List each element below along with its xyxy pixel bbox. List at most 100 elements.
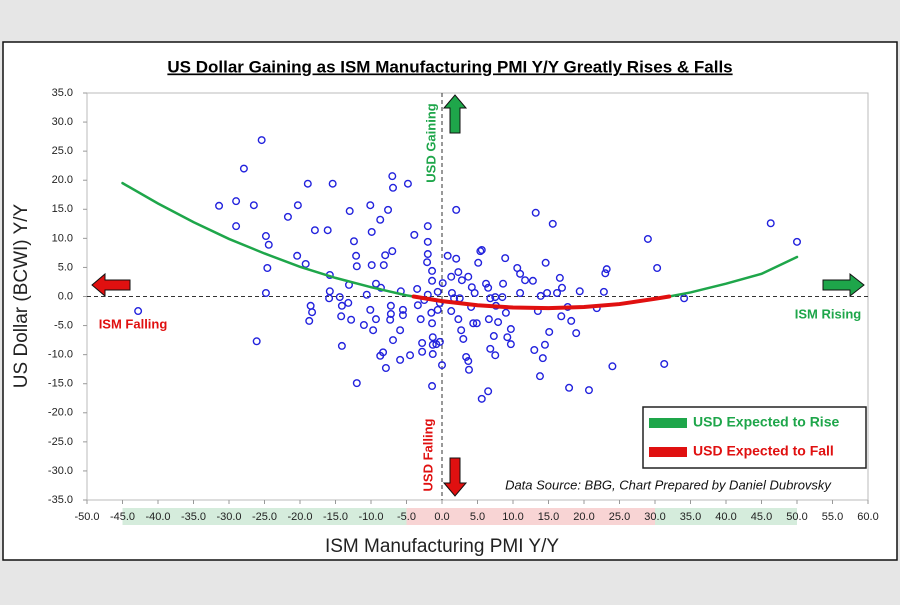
scatter-point — [257, 136, 266, 145]
scatter-point — [337, 301, 346, 310]
scatter-point — [464, 357, 473, 366]
scatter-point — [491, 351, 500, 360]
scatter-point — [396, 326, 405, 335]
scatter-point — [484, 283, 493, 292]
scatter-point — [366, 305, 375, 314]
scatter-point — [464, 365, 473, 374]
scatter-point — [608, 362, 617, 371]
scatter-point — [396, 355, 405, 364]
scatter-point — [457, 276, 466, 285]
y-tick-label: 15.0 — [52, 203, 73, 215]
scatter-point — [398, 311, 407, 320]
scatter-point — [215, 201, 224, 210]
scatter-point — [454, 268, 463, 277]
source-note: Data Source: BBG, Chart Prepared by Dani… — [505, 477, 832, 492]
scatter-point — [557, 312, 566, 321]
scatter-point — [433, 305, 442, 314]
scatter-point — [438, 279, 447, 288]
scatter-point — [367, 227, 376, 236]
x-tick-label: -10.0 — [358, 511, 383, 523]
y-tick-label: -20.0 — [48, 407, 73, 419]
scatter-point — [423, 250, 432, 259]
scatter-point — [766, 219, 775, 228]
scatter-point — [506, 340, 515, 349]
scatter-point — [572, 329, 581, 338]
scatter-point — [452, 205, 461, 214]
scatter-point — [352, 251, 361, 260]
scatter-point — [428, 319, 437, 328]
y-tick-label: -10.0 — [48, 349, 73, 361]
x-tick-label: 15.0 — [538, 511, 559, 523]
x-tick-label: -30.0 — [216, 511, 241, 523]
scatter-point — [345, 207, 354, 216]
scatter-point — [337, 341, 346, 350]
scatter-point — [384, 205, 393, 214]
scatter-point — [567, 316, 576, 325]
scatter-point — [347, 315, 356, 324]
scatter-point — [301, 259, 310, 268]
scatter-point — [308, 308, 317, 317]
scatter-point — [381, 251, 390, 260]
annotation: USD Falling — [420, 418, 435, 491]
scatter-point — [680, 294, 689, 303]
x-tick-label: 20.0 — [573, 511, 594, 523]
scatter-point — [501, 254, 510, 263]
y-tick-label: 10.0 — [52, 232, 73, 244]
scatter-point — [423, 222, 432, 231]
scatter-point — [232, 222, 241, 231]
scatter-point — [793, 237, 802, 246]
scatter-point — [545, 327, 554, 336]
y-tick-label: 35.0 — [52, 87, 73, 99]
scatter-point — [462, 352, 471, 361]
x-tick-label: 35.0 — [680, 511, 701, 523]
scatter-point — [443, 251, 452, 260]
scatter-point — [413, 301, 422, 310]
y-tick-label: -35.0 — [48, 494, 73, 506]
arrow-left — [91, 272, 131, 298]
scatter-point — [494, 318, 503, 327]
y-tick-label: -25.0 — [48, 436, 73, 448]
scatter-point — [476, 247, 485, 256]
scatter-point — [362, 290, 371, 299]
scatter-point — [303, 179, 312, 188]
scatter-point — [310, 226, 319, 235]
scatter-point — [389, 336, 398, 345]
scatter-point — [489, 332, 498, 341]
scatter-point — [447, 307, 456, 316]
scatter-point — [379, 348, 388, 357]
y-tick-label: -30.0 — [48, 465, 73, 477]
scatter-point — [501, 308, 510, 317]
x-tick-label: -5.0 — [397, 511, 416, 523]
scatter-point — [423, 258, 432, 267]
scatter-point — [553, 289, 562, 298]
scatter-point — [252, 337, 261, 346]
x-tick-label: -20.0 — [287, 511, 312, 523]
scatter-point — [548, 219, 557, 228]
x-tick-label: -25.0 — [252, 511, 277, 523]
legend-swatch — [649, 418, 687, 428]
scatter-point — [486, 294, 495, 303]
scatter-point — [389, 183, 398, 192]
scatter-point — [388, 247, 397, 256]
scatter-point — [653, 264, 662, 273]
scatter-point — [305, 316, 314, 325]
scatter-point — [538, 354, 547, 363]
scatter-point — [447, 272, 456, 281]
y-tick-label: 0.0 — [58, 290, 73, 302]
arrow-down — [442, 457, 468, 497]
scatter-point — [325, 294, 334, 303]
x-tick-label: 40.0 — [715, 511, 736, 523]
x-tick-label: 50.0 — [786, 511, 807, 523]
x-tick-label: 45.0 — [751, 511, 772, 523]
scatter-point — [536, 291, 545, 300]
scatter-point — [371, 279, 380, 288]
scatter-point — [601, 269, 610, 278]
scatter-point — [474, 258, 483, 267]
legend-swatch — [649, 447, 687, 457]
band-red — [406, 508, 655, 525]
scatter-point — [530, 345, 539, 354]
x-tick-label: -40.0 — [145, 511, 170, 523]
annotation: ISM Falling — [99, 316, 168, 331]
scatter-point — [344, 298, 353, 307]
scatter-point — [381, 364, 390, 373]
